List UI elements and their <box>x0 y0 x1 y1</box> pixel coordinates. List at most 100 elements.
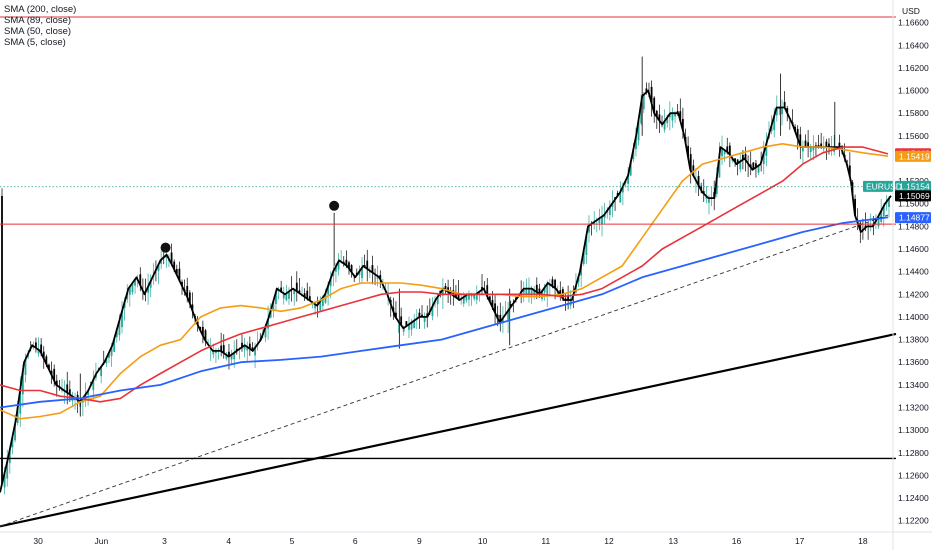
candle-body <box>233 352 236 360</box>
candle-body <box>298 290 301 294</box>
candle-body <box>582 250 585 264</box>
candle-body <box>645 88 648 93</box>
candle-body <box>228 351 230 357</box>
candle-body <box>11 436 14 448</box>
x-tick-label: 13 <box>669 536 679 546</box>
candle-body <box>314 304 316 309</box>
candle-body <box>376 276 379 279</box>
y-tick-label: 1.13200 <box>898 402 929 412</box>
time-axis[interactable]: 30 Jun 3 4 5 6 9 10 11 12 13 16 17 18 <box>33 536 867 546</box>
candle-body <box>522 288 525 293</box>
candle-body <box>134 279 136 286</box>
x-tick-label: 9 <box>417 536 422 546</box>
candle-body <box>619 192 622 203</box>
y-tick-label: 1.12200 <box>898 516 929 526</box>
x-tick-label: 3 <box>162 536 167 546</box>
legend-sma-50[interactable]: SMA (50, close) <box>4 26 72 37</box>
candle-body <box>781 107 783 115</box>
candle-body <box>718 155 721 178</box>
candle-body <box>113 338 116 352</box>
candle-body <box>488 296 491 302</box>
candle-body <box>804 140 807 148</box>
candle-body <box>8 449 11 464</box>
candle-body <box>470 294 473 297</box>
candle-body <box>491 299 494 308</box>
candle-body <box>173 261 176 270</box>
candle-body <box>285 293 288 301</box>
candle-body <box>436 296 439 305</box>
candle-body <box>421 314 423 317</box>
legend-sma-200[interactable]: SMA (200, close) <box>4 4 77 15</box>
price-axis[interactable]: 1.12200 1.12400 1.12600 1.12800 1.13000 1.132… <box>898 18 929 526</box>
x-tick-label: 17 <box>795 536 805 546</box>
candle-body <box>418 312 421 317</box>
candle-body <box>6 461 9 479</box>
candle-body <box>14 423 16 441</box>
candle-body <box>42 351 45 359</box>
candle-body <box>131 282 134 293</box>
candle-body <box>854 198 856 216</box>
candle-body <box>100 366 103 377</box>
candle-body <box>585 235 588 256</box>
candle-body <box>494 303 496 313</box>
y-tick-label: 1.14800 <box>898 221 929 231</box>
candle-body <box>538 288 541 295</box>
candle-body <box>809 147 812 152</box>
candle-body <box>452 290 455 296</box>
candle-body <box>486 285 489 297</box>
candle-body <box>642 94 645 110</box>
candle-body <box>204 330 207 341</box>
candle-body <box>441 289 444 296</box>
candle-body <box>580 264 583 276</box>
y-tick-label: 1.16400 <box>898 40 929 50</box>
candle-body <box>366 260 369 269</box>
candle-body <box>222 345 225 354</box>
trendlines <box>0 16 897 528</box>
candle-body <box>230 354 233 360</box>
legend-sma-5[interactable]: SMA (5, close) <box>4 37 66 48</box>
candle-body <box>400 316 403 326</box>
candle-body <box>807 142 810 148</box>
candle-body <box>859 222 862 231</box>
markers <box>160 200 340 253</box>
candle-body <box>637 119 640 141</box>
candle-body <box>165 254 168 259</box>
candle-body <box>1 195 3 484</box>
y-tick-label: 1.15000 <box>898 199 929 209</box>
currency-label[interactable]: USD <box>902 6 920 16</box>
legend-sma-89[interactable]: SMA (89, close) <box>4 15 72 26</box>
candle-body <box>280 287 283 292</box>
x-tick-label: 11 <box>541 536 550 546</box>
candle-body <box>243 345 246 350</box>
candle-body <box>423 316 426 322</box>
candle-body <box>241 342 243 348</box>
candle-body <box>170 252 173 265</box>
candle-body <box>575 285 577 293</box>
candle-body <box>473 294 476 299</box>
candle-body <box>653 97 656 114</box>
candle-body <box>543 287 546 293</box>
candle-body <box>335 266 337 272</box>
candle-body <box>783 102 786 108</box>
candle-body <box>877 215 880 227</box>
candle-body <box>379 274 382 280</box>
candle-body <box>254 347 256 356</box>
price-badge <box>895 190 931 202</box>
candle-body <box>288 291 290 299</box>
candle-body <box>559 290 562 295</box>
candle-body <box>554 279 556 289</box>
candle-body <box>53 368 56 381</box>
candle-body <box>449 291 452 294</box>
candle-body <box>48 364 50 370</box>
candle-body <box>24 359 27 375</box>
candle-body <box>303 293 306 297</box>
candle-body <box>215 350 217 353</box>
candle-body <box>621 186 624 193</box>
candle-body <box>212 350 215 355</box>
candle-body <box>337 261 340 270</box>
candle-body <box>752 162 755 170</box>
candle-body <box>778 107 781 110</box>
candle-body <box>880 210 883 222</box>
candle-body <box>755 163 757 168</box>
